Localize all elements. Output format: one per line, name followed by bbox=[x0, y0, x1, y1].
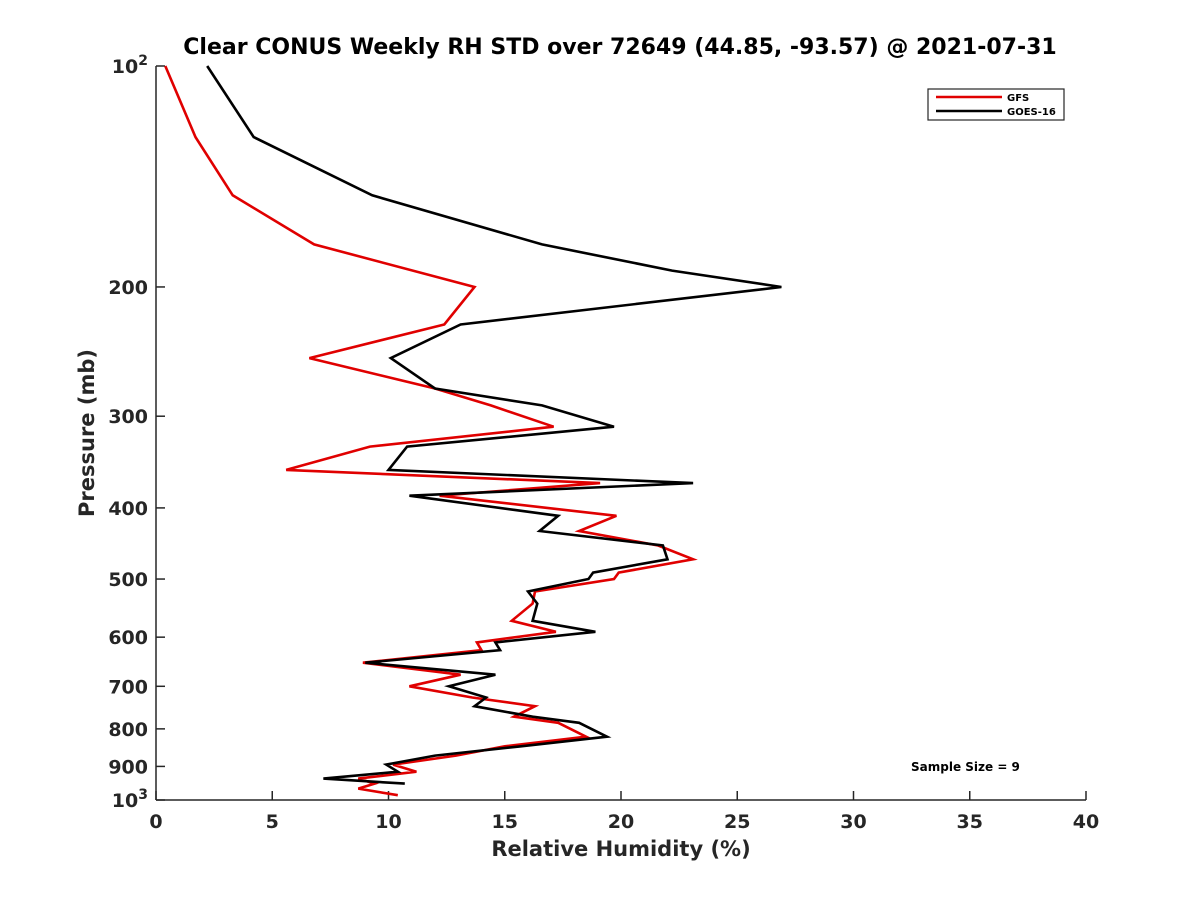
x-tick-label: 15 bbox=[492, 811, 518, 833]
x-tick-label: 20 bbox=[608, 811, 634, 833]
y-tick-exponent: 2 bbox=[138, 53, 148, 69]
x-tick-label: 35 bbox=[957, 811, 983, 833]
legend-label-gfs: GFS bbox=[1007, 93, 1029, 104]
legend-label-goes-16: GOES-16 bbox=[1007, 107, 1056, 118]
x-tick-label: 10 bbox=[375, 811, 401, 833]
legend-box bbox=[927, 88, 1065, 121]
y-tick-exponent: 3 bbox=[138, 787, 148, 803]
y-tick-base: 10 bbox=[112, 56, 138, 78]
series-layer bbox=[164, 65, 782, 797]
y-tick-label: 400 bbox=[108, 498, 148, 520]
series-line-gfs bbox=[164, 65, 698, 797]
x-tick-label: 0 bbox=[149, 811, 162, 833]
y-tick-base: 10 bbox=[112, 790, 138, 812]
x-tick-label: 5 bbox=[266, 811, 279, 833]
chart-title: Clear CONUS Weekly RH STD over 72649 (44… bbox=[183, 35, 1056, 60]
x-tick-label: 30 bbox=[840, 811, 866, 833]
y-tick-label: 300 bbox=[108, 406, 148, 428]
x-tick-label: 25 bbox=[724, 811, 750, 833]
y-tick-label: 700 bbox=[108, 676, 148, 698]
sample-size-annotation: Sample Size = 9 bbox=[911, 760, 1020, 774]
y-tick-label: 102 bbox=[112, 53, 148, 78]
x-axis: 0 5 10 15 20 25 30 35 40 bbox=[149, 791, 1099, 833]
series-line-goes-16 bbox=[206, 65, 782, 785]
y-tick-label: 103 bbox=[112, 787, 148, 812]
legend: GFS GOES-16 bbox=[927, 88, 1065, 121]
y-tick-label: 500 bbox=[108, 569, 148, 591]
plot-area bbox=[155, 66, 1086, 801]
y-axis-title: Pressure (mb) bbox=[75, 349, 99, 517]
x-tick-label: 40 bbox=[1073, 811, 1099, 833]
y-tick-label: 600 bbox=[108, 627, 148, 649]
y-tick-label: 900 bbox=[108, 756, 148, 778]
y-tick-label: 200 bbox=[108, 277, 148, 299]
y-tick-label: 800 bbox=[108, 719, 148, 741]
x-axis-title: Relative Humidity (%) bbox=[491, 837, 750, 861]
